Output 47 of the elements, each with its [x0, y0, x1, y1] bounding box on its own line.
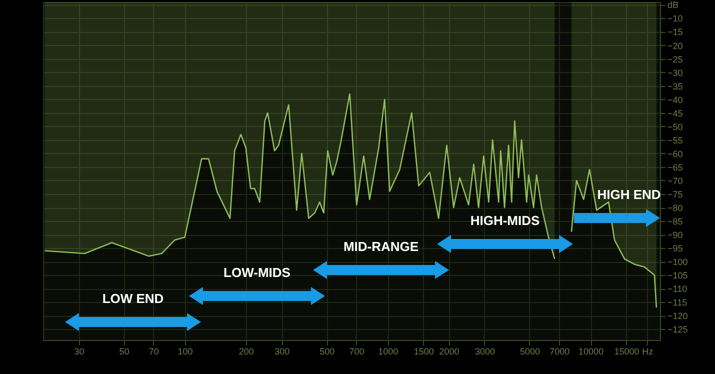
x-tick-label: 7000 — [550, 346, 570, 356]
x-tick-label: 10000 — [578, 346, 604, 356]
y-tick-label: −75 — [668, 189, 683, 200]
y-tick-label: −70 — [668, 176, 683, 186]
y-tick-label: −40 — [668, 94, 683, 105]
y-tick-label: −30 — [668, 68, 683, 78]
x-tick-label: 3000 — [474, 346, 495, 356]
y-tick-label: −90 — [668, 230, 683, 240]
x-tick-label: 500 — [320, 346, 335, 356]
y-tick-label: −65 — [668, 162, 683, 172]
y-tick-label: dB — [668, 0, 679, 10]
y-tick-label: −95 — [668, 244, 683, 254]
y-tick-label: −105 — [668, 270, 688, 281]
y-tick-label: −20 — [668, 40, 683, 51]
x-tick-label: 700 — [349, 346, 364, 356]
x-tick-label: 1500 — [414, 346, 434, 356]
y-tick-label: −45 — [668, 108, 683, 118]
x-tick-label: 70 — [148, 346, 159, 356]
y-tick-label: −55 — [668, 135, 683, 146]
y-tick-label: −100 — [668, 257, 688, 268]
y-tick-label: −10 — [668, 14, 683, 24]
y-tick-label: −60 — [668, 148, 683, 159]
y-tick-label: −120 — [668, 311, 688, 322]
y-tick-label: −15 — [668, 27, 683, 38]
annotation: HIGH END — [597, 187, 661, 202]
y-tick-label: −110 — [668, 284, 688, 294]
y-tick-label: −115 — [668, 298, 688, 308]
x-tick-label: 30 — [74, 346, 84, 356]
annotation: LOW END — [102, 291, 164, 306]
x-tick-label: Hz — [642, 346, 654, 356]
x-tick-label: 2000 — [439, 346, 460, 356]
annotation: MID-RANGE — [343, 239, 419, 254]
x-tick-label: 300 — [274, 346, 290, 356]
y-tick-label: −25 — [668, 54, 683, 64]
x-tick-label: 100 — [178, 346, 193, 356]
y-tick-label: −80 — [668, 203, 683, 214]
annotation: LOW-MIDS — [224, 265, 291, 280]
y-tick-label: −35 — [668, 81, 683, 92]
annotation: HIGH-MIDS — [470, 213, 540, 228]
x-tick-label: 1000 — [378, 346, 398, 356]
y-tick-label: −85 — [668, 216, 683, 227]
y-tick-label: −50 — [668, 122, 683, 132]
x-tick-label: 5000 — [520, 346, 540, 356]
x-tick-label: 50 — [119, 346, 130, 356]
y-tick-label: −125 — [668, 324, 688, 335]
x-tick-label: 200 — [238, 346, 254, 356]
x-tick-label: 15000 — [614, 346, 640, 356]
